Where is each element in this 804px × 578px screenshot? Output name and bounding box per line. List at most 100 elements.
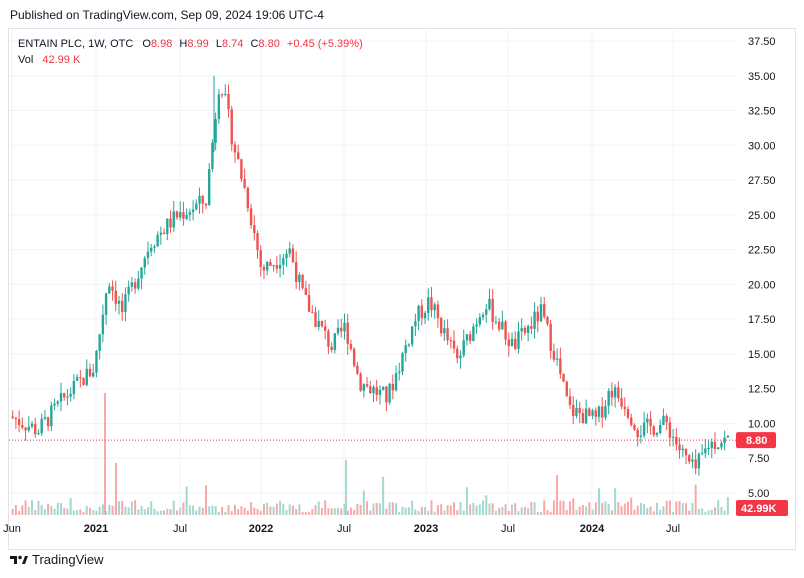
- candle-body: [153, 246, 156, 248]
- volume-bar: [388, 502, 391, 515]
- candle-body: [549, 323, 552, 351]
- volume-bar: [665, 500, 668, 515]
- volume-bar: [588, 502, 591, 515]
- volume-bar: [163, 510, 166, 515]
- candle-body: [665, 415, 668, 423]
- volume-bar: [604, 501, 607, 515]
- candle-body: [530, 326, 533, 329]
- close-value: 8.80: [258, 38, 280, 50]
- candle-body: [613, 387, 617, 398]
- volume-bar: [250, 502, 253, 515]
- volume-bar: [681, 503, 684, 515]
- candle-body: [394, 373, 398, 391]
- candle-body: [178, 212, 182, 218]
- volume-bar: [688, 510, 691, 515]
- volume-bar: [59, 503, 62, 515]
- candle-body: [423, 312, 427, 319]
- volume-bar: [643, 504, 646, 515]
- candle-body: [710, 441, 713, 449]
- candles: [11, 75, 730, 476]
- volume-bar: [146, 507, 149, 515]
- volume-bar: [581, 505, 584, 515]
- volume-bar: [485, 495, 488, 515]
- candle-body: [253, 225, 256, 234]
- volume-bar: [691, 503, 694, 515]
- volume-bar: [204, 485, 207, 515]
- candle-body: [182, 212, 185, 219]
- volume-bar: [633, 509, 636, 515]
- volume-bar: [246, 510, 249, 515]
- candle-body: [391, 383, 395, 391]
- candle-body: [543, 304, 546, 317]
- price-tick-label: 12.50: [748, 384, 776, 396]
- candle-body: [652, 426, 655, 435]
- volume-bar: [375, 502, 378, 515]
- candle-body: [230, 109, 233, 145]
- volume-bar: [523, 506, 526, 515]
- candle-body: [356, 365, 359, 374]
- volume-bars: [11, 393, 729, 515]
- price-tick-label: 32.50: [748, 106, 776, 118]
- candle-body: [398, 371, 401, 374]
- candle-body: [256, 233, 259, 251]
- volume-bar: [18, 511, 21, 515]
- candle-body: [562, 373, 565, 382]
- volume-bar: [627, 501, 630, 515]
- candle-body: [597, 406, 601, 417]
- candle-body: [288, 248, 291, 254]
- volume-bar: [356, 503, 359, 515]
- volume-bar: [224, 511, 227, 515]
- candle-body: [501, 321, 504, 330]
- candle-body: [707, 448, 710, 450]
- candle-body: [314, 312, 317, 327]
- volume-bar: [101, 504, 104, 515]
- footer-brand[interactable]: TradingView: [10, 552, 104, 567]
- volume-bar: [214, 506, 217, 515]
- volume-bar: [527, 507, 530, 515]
- price-axis: 5.00 7.50 10.00 12.50 15.00 17.50 20.00 22.50 25…: [748, 36, 776, 500]
- volume-bar: [275, 503, 278, 515]
- candle-body: [265, 261, 269, 271]
- volume-bar: [37, 500, 40, 515]
- candle-body: [166, 218, 169, 235]
- candle-body: [56, 401, 59, 404]
- volume-bar: [655, 502, 658, 515]
- candle-body: [365, 384, 369, 387]
- candle-body: [446, 328, 449, 341]
- candle-body: [668, 422, 672, 438]
- volume-bar: [327, 508, 330, 515]
- volume-bar: [111, 505, 114, 515]
- candle-body: [137, 278, 140, 289]
- chart-frame: [8, 28, 796, 550]
- volume-bar: [391, 502, 394, 515]
- volume-bar: [314, 505, 317, 515]
- volume-bar: [27, 506, 30, 515]
- volume-bar: [98, 506, 101, 515]
- volume-bar: [185, 486, 188, 515]
- volume-bar: [675, 501, 678, 515]
- price-tick-label: 20.00: [748, 279, 776, 291]
- candle-body: [684, 448, 688, 456]
- last-price-label: 8.80: [746, 435, 767, 447]
- volume-bar: [614, 488, 617, 515]
- volume-bar: [427, 510, 430, 515]
- candle-body: [456, 348, 459, 359]
- volume-bar: [217, 511, 220, 515]
- time-axis: Jun 2021 Jul 2022 Jul 2023 Jul 2024 Jul: [3, 523, 680, 535]
- volume-bar: [575, 510, 578, 515]
- candle-body: [410, 326, 414, 345]
- candle-body: [443, 328, 446, 334]
- volume-bar: [311, 508, 314, 515]
- volume-bar: [478, 504, 481, 515]
- volume-bar: [192, 505, 195, 515]
- volume-bar: [43, 509, 46, 515]
- volume-bar: [333, 508, 336, 515]
- candle-body: [604, 405, 607, 418]
- volume-bar: [594, 502, 597, 515]
- candle-body: [259, 250, 262, 267]
- price-tick-label: 17.50: [748, 314, 776, 326]
- candle-body: [639, 435, 643, 438]
- volume-bar: [578, 506, 581, 515]
- candle-body: [298, 274, 301, 283]
